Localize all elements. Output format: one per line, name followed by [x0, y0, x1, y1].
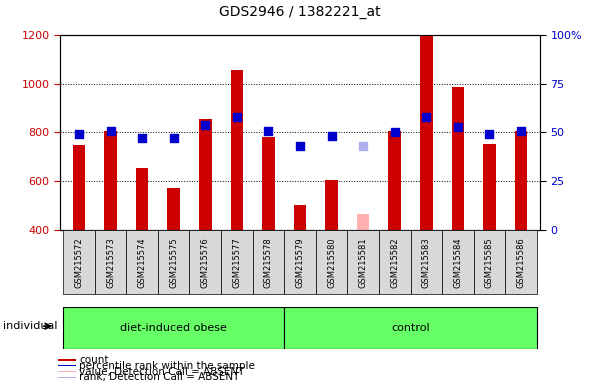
- Bar: [158, 230, 190, 294]
- Bar: [58, 365, 76, 366]
- Point: [390, 129, 400, 136]
- Point: [327, 133, 337, 139]
- Bar: [104, 131, 117, 230]
- Bar: [388, 131, 401, 230]
- Text: GSM215572: GSM215572: [74, 237, 83, 288]
- Bar: [316, 230, 347, 294]
- Bar: [420, 36, 433, 230]
- Bar: [284, 230, 316, 294]
- Bar: [452, 87, 464, 230]
- Text: value, Detection Call = ABSENT: value, Detection Call = ABSENT: [79, 366, 245, 377]
- Bar: [95, 230, 127, 294]
- Bar: [379, 230, 410, 294]
- Bar: [505, 230, 537, 294]
- Text: GSM215583: GSM215583: [422, 237, 431, 288]
- Point: [516, 127, 526, 134]
- Point: [74, 131, 84, 137]
- Point: [137, 135, 147, 141]
- Point: [106, 127, 115, 134]
- Bar: [442, 230, 473, 294]
- Bar: [136, 168, 148, 230]
- Text: control: control: [391, 323, 430, 333]
- Bar: [63, 230, 95, 294]
- Bar: [253, 230, 284, 294]
- Text: GSM215575: GSM215575: [169, 237, 178, 288]
- Bar: [190, 230, 221, 294]
- Bar: [293, 205, 307, 230]
- Bar: [262, 137, 275, 230]
- Bar: [347, 230, 379, 294]
- Bar: [357, 215, 370, 230]
- Bar: [483, 144, 496, 230]
- Bar: [58, 359, 76, 361]
- Bar: [410, 230, 442, 294]
- Bar: [63, 307, 284, 349]
- Text: GSM215579: GSM215579: [296, 237, 305, 288]
- Bar: [127, 230, 158, 294]
- Text: GSM215580: GSM215580: [327, 237, 336, 288]
- Point: [453, 124, 463, 130]
- Bar: [167, 187, 180, 230]
- Text: rank, Detection Call = ABSENT: rank, Detection Call = ABSENT: [79, 372, 239, 382]
- Point: [232, 114, 242, 120]
- Text: GSM215585: GSM215585: [485, 237, 494, 288]
- Point: [169, 135, 178, 141]
- Text: GSM215578: GSM215578: [264, 237, 273, 288]
- Text: GSM215581: GSM215581: [359, 237, 368, 288]
- Point: [200, 122, 210, 128]
- Bar: [230, 70, 243, 230]
- Bar: [515, 131, 527, 230]
- Bar: [58, 377, 76, 378]
- Text: GSM215586: GSM215586: [517, 237, 526, 288]
- Text: individual: individual: [3, 321, 58, 331]
- Bar: [73, 145, 85, 230]
- Point: [422, 114, 431, 120]
- Text: GSM215584: GSM215584: [454, 237, 463, 288]
- Text: GSM215577: GSM215577: [232, 237, 241, 288]
- Bar: [325, 180, 338, 230]
- Text: GSM215576: GSM215576: [201, 237, 210, 288]
- Point: [358, 143, 368, 149]
- Bar: [199, 119, 212, 230]
- Text: GSM215573: GSM215573: [106, 237, 115, 288]
- Text: count: count: [79, 355, 109, 365]
- Point: [295, 143, 305, 149]
- Text: GDS2946 / 1382221_at: GDS2946 / 1382221_at: [219, 5, 381, 19]
- Point: [263, 127, 273, 134]
- Text: GSM215574: GSM215574: [137, 237, 146, 288]
- Bar: [58, 371, 76, 372]
- Text: GSM215582: GSM215582: [390, 237, 399, 288]
- Bar: [221, 230, 253, 294]
- Text: percentile rank within the sample: percentile rank within the sample: [79, 361, 255, 371]
- Bar: [473, 230, 505, 294]
- Bar: [284, 307, 537, 349]
- Point: [485, 131, 494, 137]
- Text: diet-induced obese: diet-induced obese: [120, 323, 227, 333]
